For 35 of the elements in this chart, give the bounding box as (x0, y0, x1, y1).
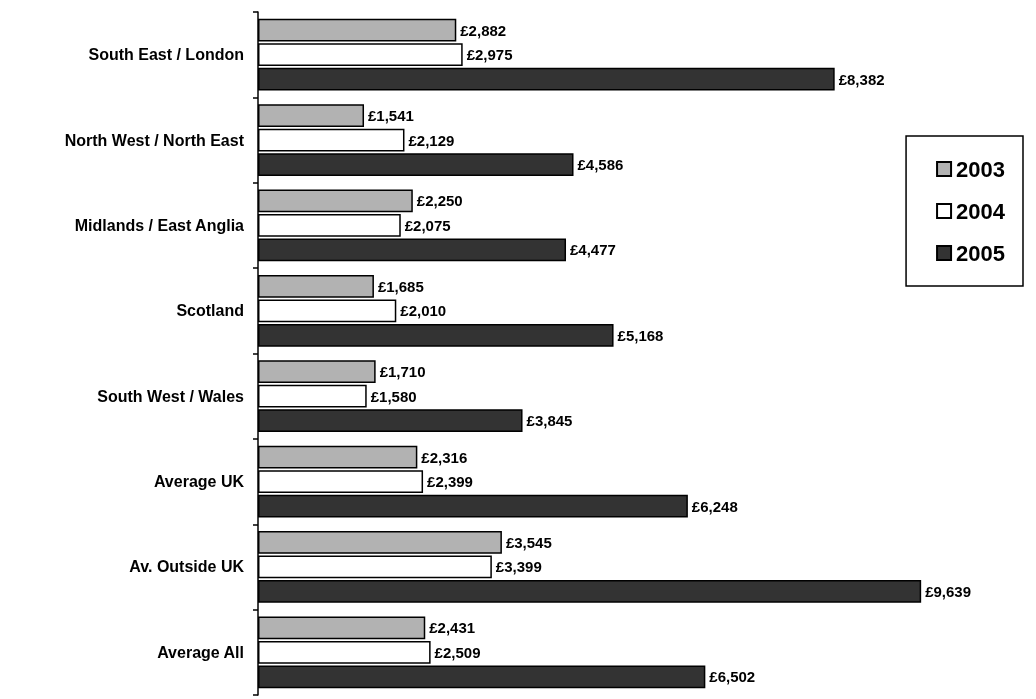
legend-label: 2003 (956, 156, 1006, 182)
data-label: £1,580 (370, 387, 417, 405)
data-label: £6,502 (709, 668, 756, 686)
y-tick-label: Av. Outside UK (129, 558, 245, 576)
data-label: £6,248 (691, 497, 738, 515)
data-label: £1,710 (379, 363, 426, 381)
data-label: £2,399 (427, 473, 473, 491)
y-tick-label: South West / Wales (97, 387, 245, 405)
data-label: £2,250 (416, 192, 463, 210)
data-label: £3,845 (526, 412, 573, 430)
data-label: £2,129 (408, 131, 455, 149)
data-label: £2,010 (400, 302, 447, 320)
y-tick-label: Scotland (176, 302, 244, 320)
data-label: £4,477 (570, 241, 616, 259)
data-label: £1,541 (368, 107, 414, 125)
data-label: £1,685 (377, 277, 424, 295)
data-label: £2,316 (421, 448, 468, 466)
y-tick-label: South East / London (88, 46, 244, 64)
data-label: £3,545 (505, 533, 552, 551)
data-label: £8,382 (838, 70, 885, 88)
data-label: £2,509 (434, 643, 481, 661)
y-tick-label: Average UK (153, 473, 245, 491)
legend-label: 2005 (956, 240, 1006, 266)
data-label: £2,882 (460, 21, 507, 39)
data-label: £9,639 (925, 582, 972, 600)
data-label: £2,975 (466, 46, 513, 64)
data-label: £2,431 (429, 619, 476, 637)
data-label: £5,168 (617, 326, 664, 344)
data-label: £2,075 (404, 216, 451, 234)
data-label: £4,586 (577, 156, 624, 174)
y-tick-label: North West / North East (64, 131, 245, 149)
legend-label: 2004 (956, 198, 1006, 224)
data-label: £3,399 (495, 558, 542, 576)
y-tick-label: Midlands / East Anglia (74, 216, 245, 234)
y-tick-label: Average All (157, 643, 244, 661)
